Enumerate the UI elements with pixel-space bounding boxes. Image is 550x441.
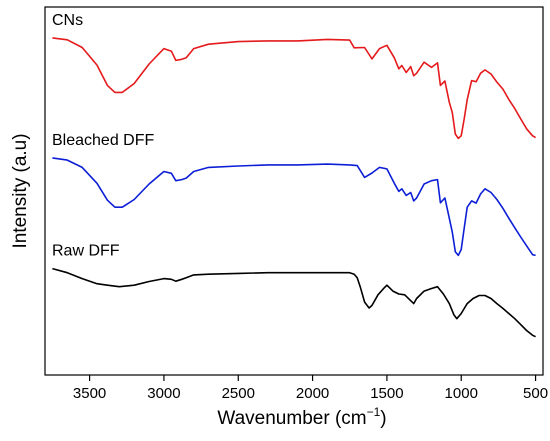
series-label-2: Raw DFF (52, 243, 120, 260)
series-line-2 (52, 267, 536, 338)
series-label-0: CNs (52, 12, 83, 29)
series-label-1: Bleached DFF (52, 132, 154, 149)
series-layer: CNs Bleached DFF Raw DFF (52, 12, 537, 338)
x-axis-title-superscript: −1 (367, 405, 381, 419)
plot-frame (44, 6, 544, 376)
x-tick-label: 2000 (296, 385, 329, 402)
x-tick-label: 3000 (147, 385, 180, 402)
series-line-1 (52, 157, 536, 257)
x-axis-ticks: 3500 3000 2500 2000 1500 1000 500 (73, 375, 548, 402)
x-tick-label: 1500 (370, 385, 403, 402)
series-line-0 (52, 37, 537, 140)
x-tick-label: 2500 (222, 385, 255, 402)
x-tick-label: 3500 (73, 385, 106, 402)
x-axis-title: Wavenumber (cm−1) (217, 405, 386, 429)
y-axis-title: Intensity (a.u) (10, 133, 31, 248)
x-tick-label: 500 (523, 385, 548, 402)
x-tick-label: 1000 (445, 385, 478, 402)
